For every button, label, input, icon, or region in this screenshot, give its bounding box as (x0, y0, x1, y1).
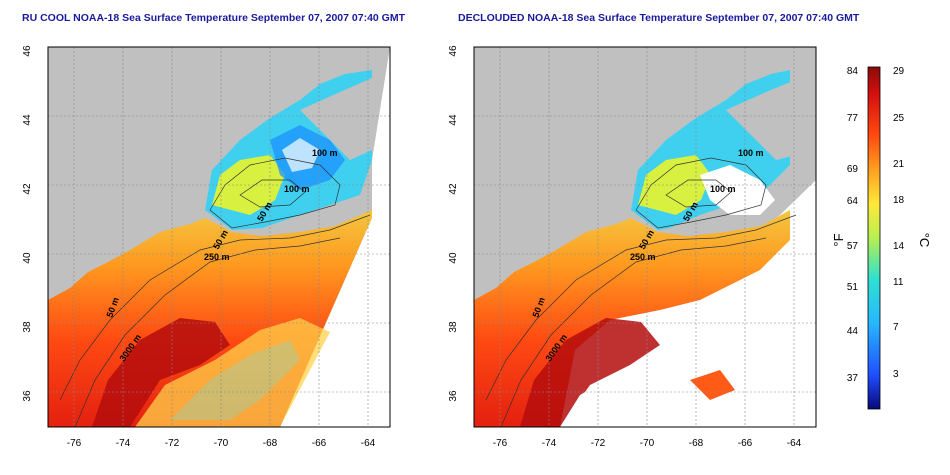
colorbar-c-tick: 21 (893, 159, 905, 170)
colorbar-c-tick: 25 (893, 113, 905, 124)
gulf-stream-band (92, 318, 230, 427)
colorbar-gradient (867, 66, 881, 410)
x-tick-label: -66 (312, 438, 327, 449)
colorbar-f-tick: 44 (847, 326, 859, 337)
x-tick-label: -74 (116, 438, 131, 449)
x-tick-label: -76 (493, 438, 508, 449)
y-tick-label: 38 (22, 321, 33, 333)
noisy-cloud-zone (135, 318, 330, 427)
colorbar: 84 77 69 64 57 51 44 37 29 25 21 18 14 1… (831, 66, 932, 410)
x-tick-label: -70 (214, 438, 229, 449)
nova-scotia-land (726, 78, 816, 160)
no-data-region (280, 47, 390, 427)
y-tick-label: 42 (22, 183, 33, 195)
y-tick-label: 38 (448, 321, 459, 333)
y-tick-label: 44 (22, 114, 33, 126)
colorbar-f-tick: 77 (847, 113, 859, 124)
y-tick-label: 46 (448, 45, 459, 57)
colorbar-f-tick: 69 (847, 164, 859, 175)
graticule (474, 47, 816, 427)
x-tick-label: -68 (263, 438, 278, 449)
x-tick-label: -66 (738, 438, 753, 449)
graticule (48, 47, 390, 427)
y-tick-label: 36 (22, 390, 33, 402)
colorbar-c-tick: 18 (893, 195, 905, 206)
contour-label: 100 m (312, 148, 338, 158)
x-tick-label: -72 (165, 438, 180, 449)
x-tick-label: -76 (67, 438, 82, 449)
y-tick-label: 42 (448, 183, 459, 195)
map-panel-raw: 100 m 100 m 50 m 250 m 50 m 3000 m 50 m … (22, 45, 391, 449)
map-panel-declouded: 100 m 100 m 50 m 250 m 50 m 3000 m 50 m … (448, 45, 817, 449)
nova-scotia-land (300, 78, 372, 160)
x-tick-label: -72 (591, 438, 606, 449)
contour-label: 100 m (710, 184, 736, 194)
colorbar-c-tick: 14 (893, 241, 905, 252)
colorbar-f-tick: 64 (847, 196, 859, 207)
colorbar-f-tick: 57 (847, 241, 859, 252)
colorbar-c-tick: 11 (893, 277, 904, 288)
x-tick-label: -70 (640, 438, 655, 449)
panel-title-raw: RU COOL NOAA-18 Sea Surface Temperature … (22, 12, 406, 24)
y-tick-label: 44 (448, 114, 459, 126)
colorbar-c-tick: 3 (893, 369, 899, 380)
plot-frame (47, 46, 391, 428)
panel-title-declouded: DECLOUDED NOAA-18 Sea Surface Temperatur… (458, 12, 860, 24)
colorbar-f-tick: 84 (847, 66, 859, 77)
plot-frame (473, 46, 817, 428)
colorbar-fahrenheit-label: °F (831, 233, 846, 246)
colorbar-c-tick: 7 (893, 322, 899, 333)
gulf-stream-band (520, 318, 660, 427)
x-tick-label: -64 (787, 438, 802, 449)
colorbar-celsius-label: °C (917, 233, 932, 248)
x-tick-label: -64 (361, 438, 376, 449)
y-tick-label: 36 (448, 390, 459, 402)
x-tick-label: -68 (689, 438, 704, 449)
contour-label: 100 m (738, 148, 764, 158)
contour-label: 100 m (284, 184, 310, 194)
y-tick-label: 40 (22, 252, 33, 264)
x-tick-label: -74 (542, 438, 557, 449)
y-tick-label: 40 (448, 252, 459, 264)
colorbar-f-tick: 51 (847, 282, 859, 293)
contour-label: 250 m (630, 252, 656, 262)
colorbar-c-tick: 29 (893, 66, 905, 77)
colorbar-f-tick: 37 (847, 373, 859, 384)
contour-label: 250 m (204, 252, 230, 262)
y-tick-label: 46 (22, 45, 33, 57)
